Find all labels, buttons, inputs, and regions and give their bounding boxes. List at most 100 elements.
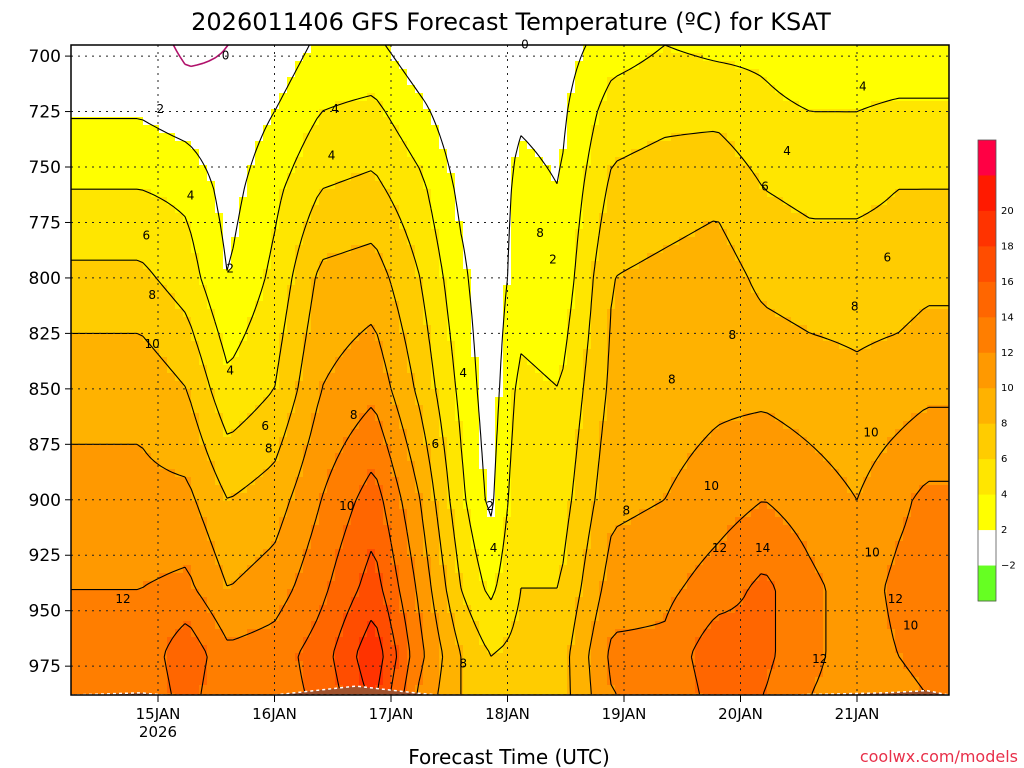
field-cell [319, 205, 328, 214]
field-cell [295, 101, 304, 110]
field-cell [95, 429, 104, 438]
field-cell [167, 581, 176, 590]
field-cell [279, 213, 288, 222]
field-cell [239, 629, 248, 638]
field-cell [519, 109, 528, 118]
field-cell [503, 197, 512, 206]
field-cell [487, 69, 496, 78]
field-cell [119, 557, 128, 566]
field-cell [311, 229, 320, 238]
field-cell [511, 293, 520, 302]
field-cell [111, 429, 120, 438]
field-cell [239, 269, 248, 278]
field-cell [495, 309, 504, 318]
field-cell [311, 429, 320, 438]
field-cell [127, 549, 136, 558]
field-cell [535, 573, 544, 582]
field-cell [543, 45, 552, 54]
field-cell [71, 429, 80, 438]
field-cell [239, 421, 248, 430]
field-cell [207, 381, 216, 390]
field-cell [455, 325, 464, 334]
field-cell [103, 237, 112, 246]
field-cell [295, 669, 304, 678]
field-cell [215, 445, 224, 454]
field-cell [255, 365, 264, 374]
field-cell [511, 589, 520, 598]
field-cell [375, 509, 384, 518]
field-cell [367, 189, 376, 198]
field-cell [239, 509, 248, 518]
field-cell [535, 85, 544, 94]
field-cell [415, 237, 424, 246]
field-cell [71, 565, 80, 574]
field-cell [191, 117, 200, 126]
field-cell [303, 517, 312, 526]
field-cell [463, 157, 472, 166]
field-cell [407, 69, 416, 78]
field-cell [175, 605, 184, 614]
field-cell [303, 357, 312, 366]
field-cell [431, 693, 440, 695]
field-cell [127, 133, 136, 142]
field-cell [271, 317, 280, 326]
field-cell [287, 453, 296, 462]
field-cell [399, 173, 408, 182]
field-cell [327, 621, 336, 630]
field-cell [391, 253, 400, 262]
field-cell [423, 357, 432, 366]
field-cell [327, 53, 336, 62]
field-cell [335, 509, 344, 518]
field-cell [463, 437, 472, 446]
field-cell [311, 437, 320, 446]
field-cell [311, 373, 320, 382]
field-cell [447, 381, 456, 390]
field-cell [455, 517, 464, 526]
field-cell [95, 253, 104, 262]
field-cell [287, 141, 296, 150]
field-cell [487, 85, 496, 94]
field-cell [159, 245, 168, 254]
field-cell [535, 277, 544, 286]
field-cell [383, 557, 392, 566]
field-cell [111, 477, 120, 486]
field-cell [511, 245, 520, 254]
field-cell [191, 573, 200, 582]
field-cell [471, 381, 480, 390]
field-cell [423, 669, 432, 678]
field-cell [423, 621, 432, 630]
field-cell [199, 421, 208, 430]
field-cell [167, 421, 176, 430]
field-cell [239, 237, 248, 246]
field-cell [367, 453, 376, 462]
field-cell [311, 61, 320, 70]
field-cell [327, 189, 336, 198]
field-cell [543, 253, 552, 262]
field-cell [431, 213, 440, 222]
field-cell [503, 325, 512, 334]
field-cell [223, 221, 232, 230]
field-cell [151, 109, 160, 118]
field-cell [263, 461, 272, 470]
field-cell [191, 469, 200, 478]
field-cell [359, 645, 368, 654]
field-cell [455, 101, 464, 110]
field-cell [391, 509, 400, 518]
field-cell [87, 109, 96, 118]
field-cell [551, 469, 560, 478]
field-cell [431, 485, 440, 494]
field-cell [391, 285, 400, 294]
field-cell [215, 197, 224, 206]
field-cell [183, 341, 192, 350]
field-cell [551, 509, 560, 518]
field-cell [399, 317, 408, 326]
field-cell [127, 141, 136, 150]
field-cell [239, 605, 248, 614]
field-cell [303, 493, 312, 502]
field-cell [103, 85, 112, 94]
field-cell [519, 285, 528, 294]
field-cell [135, 317, 144, 326]
field-cell [279, 533, 288, 542]
field-cell [103, 405, 112, 414]
field-cell [127, 357, 136, 366]
